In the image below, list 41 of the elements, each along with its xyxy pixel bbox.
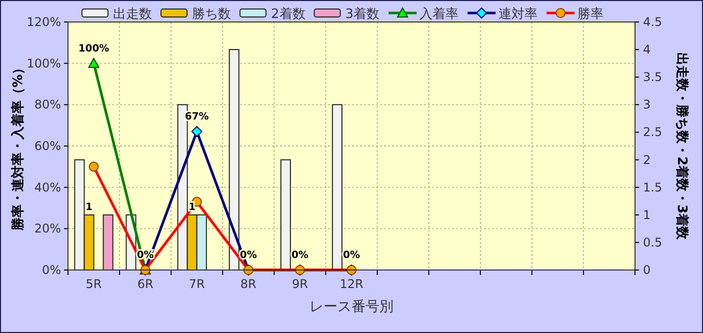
y2-tick-label: 2 bbox=[643, 152, 651, 167]
x-tick-label: 9R bbox=[292, 277, 308, 291]
y2-tick-label: 2.5 bbox=[643, 125, 662, 140]
y-tick-label: 20% bbox=[34, 222, 61, 236]
legend-label: 3着数 bbox=[345, 6, 380, 22]
y2-tick-label: 4.5 bbox=[643, 15, 662, 29]
y2-tick-label: 3 bbox=[643, 98, 651, 112]
legend-label: 連対率 bbox=[498, 6, 538, 22]
point bbox=[191, 126, 202, 138]
y2-tick-label: 1.5 bbox=[643, 180, 662, 194]
y-axis-title: 勝率・連対率・入着率（%） bbox=[10, 61, 26, 232]
data-label: 0% bbox=[291, 250, 308, 261]
x-tick-label: 5R bbox=[86, 277, 102, 291]
y-tick-label: 120% bbox=[26, 15, 61, 29]
y-tick-label: 60% bbox=[34, 139, 61, 153]
x-axis-title: レース番号別 bbox=[310, 299, 394, 315]
x-tick-label: 8R bbox=[240, 277, 256, 291]
y2-tick-label: 4 bbox=[643, 42, 651, 57]
y2-tick-label: 3.5 bbox=[643, 70, 662, 84]
legend-label: 勝ち数 bbox=[192, 7, 231, 22]
y2-tick-label: 0 bbox=[643, 263, 651, 277]
legend-label: 2着数 bbox=[271, 6, 306, 22]
y-tick-label: 100% bbox=[26, 56, 61, 70]
data-label: 100% bbox=[78, 43, 110, 54]
bar bbox=[280, 159, 291, 270]
data-label: 1 bbox=[86, 202, 93, 213]
y-tick-label: 80% bbox=[34, 98, 61, 112]
y2-tick-label: 1 bbox=[643, 208, 651, 222]
legend-label: 出走数 bbox=[113, 7, 152, 22]
bar bbox=[332, 104, 342, 270]
y-tick-label: 0% bbox=[42, 263, 61, 277]
legend-label: 入着率 bbox=[420, 6, 459, 22]
data-label: 0% bbox=[343, 250, 360, 261]
x-tick-label: 12R bbox=[340, 277, 364, 291]
x-tick-label: 7R bbox=[188, 277, 205, 291]
bar bbox=[228, 49, 240, 270]
y-tick-label: 40% bbox=[34, 180, 61, 194]
y2-tick-label: 0.5 bbox=[643, 235, 662, 250]
x-tick-label: 6R bbox=[137, 277, 154, 291]
y2-axis-title: 出走数・勝ち数・2着数・3着数 bbox=[674, 52, 690, 241]
legend-label: 勝率 bbox=[578, 6, 604, 22]
